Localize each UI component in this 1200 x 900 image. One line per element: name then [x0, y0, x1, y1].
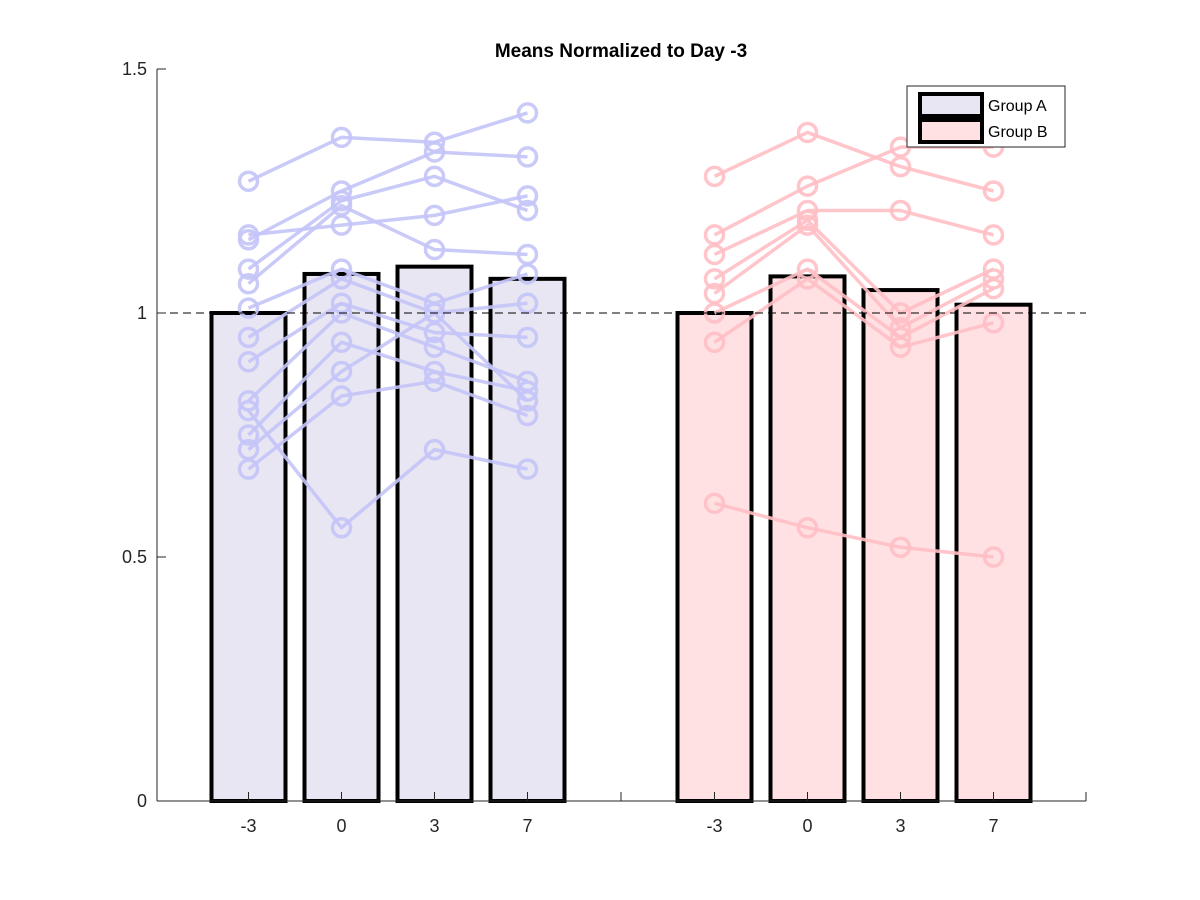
- subject-point-group-a-7-day-0: [330, 268, 353, 290]
- subject-line-group-b-5: [713, 223, 995, 330]
- legend-label-group-b: Group B: [988, 124, 1048, 141]
- subject-point-group-b-4-day--3: [703, 268, 726, 290]
- subject-point-group-b-2-day-0: [796, 175, 819, 197]
- subject-point-group-a-11-day-0: [330, 360, 353, 383]
- subject-line-group-b-8: [714, 501, 994, 559]
- subject-point-group-a-9-day-3: [423, 336, 446, 358]
- subject-point-group-b-5-day-7: [982, 268, 1005, 290]
- subject-line-group-b-1: [713, 130, 994, 193]
- subject-line-group-b-6: [713, 267, 995, 340]
- y-tick-label-1: 1: [137, 303, 147, 323]
- subject-point-group-a-2-day-3: [423, 141, 446, 163]
- subject-point-group-a-3-day-3: [423, 165, 446, 188]
- subject-point-group-b-3-day-7: [982, 224, 1005, 246]
- subject-line-group-a-7: [247, 277, 528, 339]
- subject-point-group-b-6-day-7: [982, 277, 1005, 300]
- subject-point-group-a-12-day-0: [330, 385, 353, 407]
- subject-point-group-a-12-day--3: [237, 458, 260, 480]
- subject-point-group-b-3-day--3: [703, 243, 726, 266]
- legend-swatch-group-a: [918, 92, 984, 118]
- subject-line-group-a-9: [247, 311, 529, 403]
- legend-label-group-a: Group A: [988, 98, 1047, 115]
- subject-line-group-a-13: [247, 409, 528, 530]
- subject-point-group-a-5-day-3: [423, 238, 446, 261]
- subject-line-group-a-5: [247, 203, 528, 286]
- x-tick-label-group-a--3: -3: [240, 816, 256, 836]
- subject-point-group-a-13-day-7: [516, 458, 539, 480]
- y-tick-label-1.5: 1.5: [122, 59, 147, 79]
- subject-point-group-b-7-day-7: [982, 312, 1005, 334]
- subject-point-group-b-8-day-3: [889, 536, 912, 558]
- subject-point-group-b-8-day-7: [982, 546, 1005, 568]
- subject-line-group-a-8: [247, 301, 528, 364]
- subject-point-group-b-8-day--3: [703, 492, 726, 515]
- subject-point-group-a-8-day--3: [237, 351, 260, 373]
- legend-swatch-group-b: [918, 118, 984, 144]
- subject-line-group-a-6: [247, 267, 529, 310]
- subject-point-group-b-7-day-3: [889, 336, 912, 358]
- subject-line-group-a-12: [247, 379, 529, 471]
- bar-group-b-day--3: [675, 311, 754, 803]
- subject-line-group-a-1: [247, 111, 529, 183]
- subject-point-group-a-10-day-0: [330, 331, 353, 354]
- subject-point-group-b-1-day-7: [982, 180, 1005, 202]
- subject-line-group-a-3: [247, 174, 529, 271]
- subject-point-group-a-2-day-7: [516, 146, 539, 168]
- subject-point-group-a-5-day-0: [330, 194, 353, 217]
- subject-line-group-b-4: [713, 218, 995, 315]
- subject-point-group-a-13-day-3: [423, 438, 446, 461]
- subject-point-group-b-8-day-0: [796, 516, 819, 539]
- x-tick-label-group-b-0: 0: [802, 816, 812, 836]
- subject-line-group-a-11: [247, 311, 529, 451]
- subject-point-group-a-4-day-3: [423, 204, 446, 227]
- subject-point-group-b-7-day--3: [703, 331, 726, 354]
- subject-point-group-a-13-day-0: [330, 516, 353, 539]
- plot-area: 0 0.5 1 1.5 -3 0 3 7 -3 0 3 7: [122, 59, 1087, 836]
- subject-point-group-a-12-day-3: [423, 370, 446, 393]
- subject-point-group-a-10-day--3: [237, 424, 260, 446]
- subject-point-group-a-3-day--3: [237, 258, 260, 280]
- subject-point-group-a-11-day-7: [516, 390, 539, 412]
- subject-point-group-a-1-day-7: [516, 102, 539, 124]
- subject-point-group-a-1-day-0: [330, 126, 353, 149]
- subject-point-group-a-4-day-7: [516, 185, 539, 207]
- subject-point-group-a-8-day-7: [516, 326, 539, 349]
- x-tick-label-group-b--3: -3: [706, 816, 722, 836]
- chart-title: Means Normalized to Day -3: [495, 41, 747, 62]
- subject-line-group-a-10: [247, 340, 528, 437]
- subject-point-group-a-9-day--3: [237, 390, 260, 412]
- subject-point-group-a-5-day--3: [237, 272, 260, 295]
- x-tick-label-group-a-3: 3: [429, 816, 439, 836]
- subject-point-group-b-3-day-3: [889, 199, 912, 222]
- x-tick-label-group-a-7: 7: [522, 816, 532, 836]
- x-tick-label-group-b-3: 3: [895, 816, 905, 836]
- subject-point-group-a-6-day-7: [516, 263, 539, 285]
- subject-point-group-a-13-day--3: [237, 399, 260, 422]
- bar-group-b-day-0: [768, 274, 847, 803]
- subject-point-group-a-6-day--3: [237, 297, 260, 319]
- subject-point-group-a-7-day-7: [516, 292, 539, 314]
- subject-point-group-a-1-day--3: [237, 170, 260, 192]
- x-tick-label-group-b-7: 7: [988, 816, 998, 836]
- legend: Group A Group B: [906, 85, 1066, 148]
- subject-line-group-a-2: [247, 150, 528, 242]
- x-tick-label-group-a-0: 0: [336, 816, 346, 836]
- subject-point-group-a-12-day-7: [516, 404, 539, 427]
- subject-line-group-a-4: [248, 194, 528, 237]
- bar-group-a-day--3: [209, 311, 288, 803]
- y-tick-label-0.5: 0.5: [122, 547, 147, 567]
- subject-line-group-b-3: [713, 208, 994, 257]
- bar-group-a-day-7: [488, 276, 567, 803]
- subject-point-group-a-4-day--3: [237, 224, 260, 246]
- subject-point-group-b-1-day--3: [703, 165, 726, 188]
- subject-point-group-b-1-day-0: [796, 121, 819, 144]
- subject-point-group-a-3-day-7: [516, 199, 539, 222]
- subject-point-group-b-5-day-0: [796, 214, 819, 236]
- subject-point-group-a-7-day--3: [237, 326, 260, 349]
- y-tick-label-0: 0: [137, 791, 147, 811]
- subject-point-group-b-7-day-0: [796, 268, 819, 290]
